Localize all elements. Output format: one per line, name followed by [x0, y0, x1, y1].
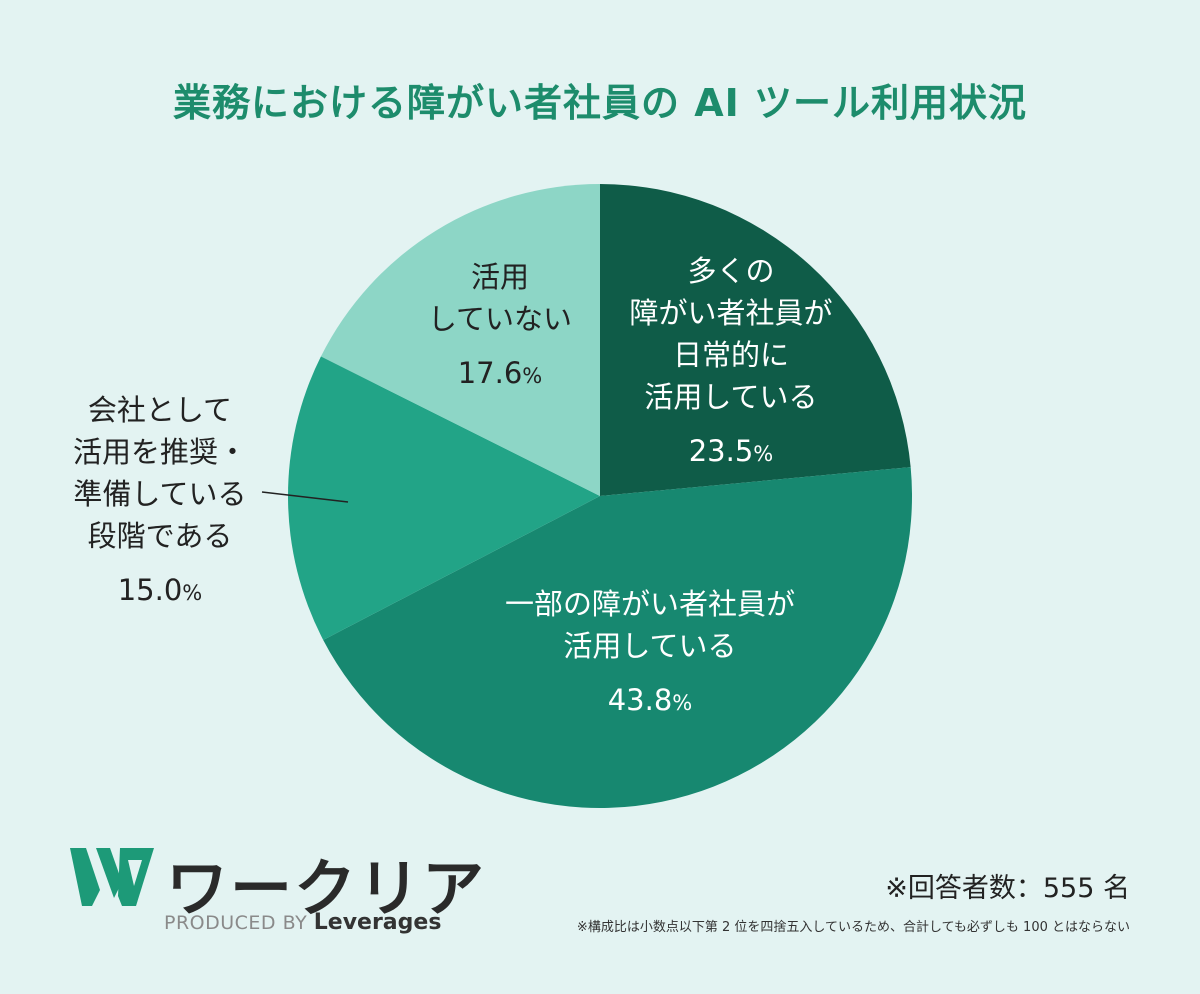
slice-label-3-line-0: 活用 [470, 260, 529, 294]
pie-slice-3 [320, 184, 600, 496]
slice-label-2: 会社として 活用を推奨・ 準備している 段階である 15.0% [60, 389, 260, 614]
slice-3-percent-unit: % [522, 364, 543, 388]
slice-label-2-line-1: 活用を推奨・ [72, 435, 247, 469]
slice-label-3-line-1: していない [427, 302, 573, 336]
pie-slice-2 [288, 356, 600, 640]
workclear-logo: ワークリア PRODUCED BY Leverages [66, 838, 484, 948]
slice-1-percent-value: 43.8 [607, 683, 673, 717]
produced-by-text: PRODUCED BY [164, 912, 308, 934]
slice-2-percent-unit: % [182, 581, 203, 605]
w-logo-icon [70, 848, 154, 906]
pie-slice-1 [323, 467, 913, 808]
slice-0-percent-value: 23.5 [688, 434, 754, 468]
logo-wordmark: ワークリア [166, 852, 487, 925]
produced-by: PRODUCED BY Leverages [164, 910, 441, 935]
slice-label-3-percent: 17.6% [405, 352, 595, 397]
slice-label-2-line-2: 準備している [73, 477, 247, 511]
slice-label-2-line-0: 会社として [87, 393, 233, 427]
slice-label-0: 多くの 障がい者社員が 日常的に 活用している 23.5% [586, 250, 876, 475]
slice-0-percent-unit: % [753, 442, 774, 466]
slice-label-1-percent: 43.8% [470, 679, 830, 724]
slice-label-1-line-1: 活用している [563, 629, 737, 663]
slice-label-1: 一部の障がい者社員が 活用している 43.8% [470, 583, 830, 724]
footnote: ※構成比は小数点以下第 2 位を四捨五入しているため、合計しても必ずしも 100… [576, 920, 1130, 935]
slice-1-percent-unit: % [672, 691, 693, 715]
slice-label-0-line-3: 活用している [644, 380, 818, 414]
slice-label-3: 活用 していない 17.6% [405, 256, 595, 397]
respondent-count: ※回答者数：555 名 [885, 873, 1130, 904]
chart-title: 業務における障がい者社員の AI ツール利用状況 [172, 81, 1027, 125]
leverages-wordmark: Leverages [313, 910, 442, 935]
pie-slice-0 [600, 184, 911, 496]
slice-label-0-line-0: 多くの [687, 254, 775, 288]
slice-label-0-line-1: 障がい者社員が [629, 296, 833, 330]
leader-line-slice-3 [261, 491, 349, 503]
slice-label-1-line-0: 一部の障がい者社員が [504, 587, 795, 621]
slice-2-percent-value: 15.0 [117, 573, 183, 607]
slice-label-0-percent: 23.5% [586, 430, 876, 475]
slice-label-2-line-3: 段階である [87, 519, 233, 553]
slice-label-0-line-2: 日常的に [672, 338, 789, 372]
slice-3-percent-value: 17.6 [457, 356, 523, 390]
slice-label-2-percent: 15.0% [60, 569, 260, 614]
